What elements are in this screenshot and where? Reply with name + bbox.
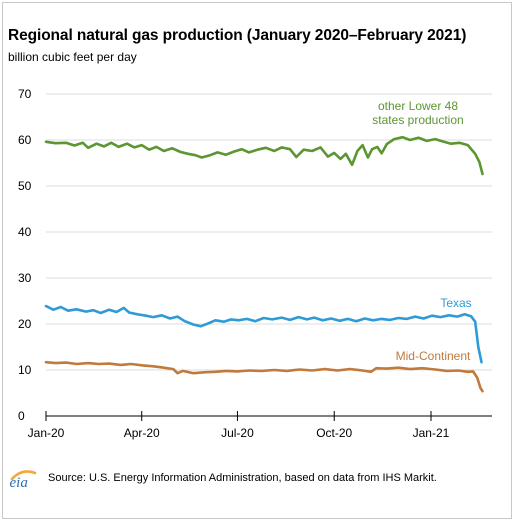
series-line-3: [44, 360, 484, 393]
y-tick-label: 50: [18, 179, 32, 193]
source-row: eia Source: U.S. Energy Information Admi…: [8, 466, 437, 490]
x-tick-label: Oct-20: [316, 426, 352, 440]
series-line-1: [44, 135, 484, 176]
series-label: states production: [372, 113, 463, 127]
source-note: Source: U.S. Energy Information Administ…: [48, 472, 437, 484]
eia-logo-icon: eia: [10, 470, 37, 490]
x-tick-label: Jan-20: [28, 426, 65, 440]
x-tick-label: Apr-20: [124, 426, 160, 440]
y-tick-label: 20: [18, 317, 32, 331]
y-tick-label: 60: [18, 133, 32, 147]
y-tick-label: 30: [18, 271, 32, 285]
y-tick-label: 10: [18, 363, 32, 377]
line-chart: 0 10 20 30 40 50 60 70 Jan-20 Apr-20 Jul-20 Oct-20 J…: [18, 87, 492, 440]
chart-title: Regional natural gas production (January…: [8, 27, 467, 44]
chart-subtitle: billion cubic feet per day: [8, 50, 137, 64]
x-tick-label: Jan-21: [413, 426, 450, 440]
series-label: other Lower 48: [378, 99, 458, 113]
series-label: Mid-Continent: [396, 349, 471, 363]
series-label: Texas: [440, 296, 471, 310]
x-tick-label: Jul-20: [221, 426, 254, 440]
series-line-2: [44, 304, 483, 364]
eia-logo-text: eia: [10, 475, 28, 490]
y-tick-label: 40: [18, 225, 32, 239]
chart-frame: [2, 2, 512, 519]
y-tick-label: 70: [18, 87, 32, 101]
y-tick-label: 0: [18, 409, 25, 423]
